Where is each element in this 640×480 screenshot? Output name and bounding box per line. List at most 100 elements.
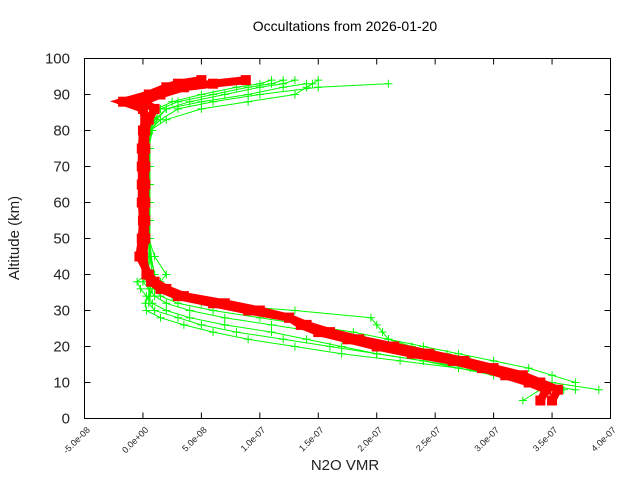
red-square-marker [178,82,189,93]
red-square-marker [140,161,151,172]
red-square-marker [155,89,166,100]
red-profile-line [134,76,564,403]
red-square-marker [500,370,511,381]
x-tick-label: 1.0e-07 [239,425,268,454]
green-plus-marker [279,335,288,344]
green-plus-marker [267,76,276,85]
green-plus-marker [197,90,206,99]
green-plus-marker [244,335,253,344]
green-plus-marker [168,97,177,106]
green-plus-marker [267,328,276,337]
red-square-marker [146,276,157,287]
red-square-marker [284,312,295,323]
red-square-marker [535,377,546,388]
red-square-marker [137,103,148,114]
y-tick-label: 60 [53,195,70,212]
red-square-marker [173,291,184,302]
y-tick-label: 10 [53,375,70,392]
green-plus-marker [220,320,229,329]
green-profile-line [149,79,542,401]
red-square-marker [140,215,151,226]
green-plus-marker [209,328,218,337]
y-tick-label: 80 [53,123,70,140]
x-tick-label: 1.5e-07 [297,425,326,454]
red-square-marker [173,78,184,89]
green-plus-marker [314,83,323,92]
red-square-marker [143,114,154,125]
red-square-marker [140,143,151,154]
green-plus-marker [290,90,299,99]
green-plus-marker [162,299,171,308]
green-plus-marker [290,342,299,351]
red-square-marker [118,96,129,107]
y-tick-label: 20 [53,339,70,356]
red-square-marker [459,355,470,366]
green-plus-marker [524,364,533,373]
y-tick-label: 50 [53,231,70,248]
red-square-marker [140,197,151,208]
red-square-marker [143,89,154,100]
y-tick-label: 70 [53,159,70,176]
red-square-marker [552,384,563,395]
green-plus-marker [302,335,311,344]
y-tick-label: 40 [53,267,70,284]
red-square-marker [161,82,172,93]
red-square-marker [155,283,166,294]
red-square-marker [301,319,312,330]
green-plus-marker [150,306,159,315]
green-plus-marker [302,79,311,88]
red-square-marker [243,305,254,316]
green-plus-marker [148,299,157,308]
red-square-marker [137,96,148,107]
green-plus-marker [209,97,218,106]
red-square-marker [196,75,207,86]
chart-title: Occultations from 2026-01-20 [253,18,438,34]
green-plus-marker [267,320,276,329]
x-tick-label: 0.0e+00 [120,425,150,455]
green-plus-marker [290,76,299,85]
red-square-marker [389,341,400,352]
red-square-marker [140,179,151,190]
x-tick-label: 3.5e-07 [531,425,560,454]
green-plus-marker [594,385,603,394]
green-plus-marker [156,313,165,322]
green-plus-marker [378,328,387,337]
x-tick-label: 5.0e-08 [180,425,209,454]
x-tick-label: 4.0e-07 [589,425,618,454]
x-axis-label: N2O VMR [311,457,380,474]
red-square-marker [424,348,435,359]
red-square-marker [324,327,335,338]
red-square-marker [488,363,499,374]
green-plus-marker [197,320,206,329]
green-plus-marker [133,277,142,286]
red-square-marker [240,75,251,86]
green-plus-marker [337,342,346,351]
green-plus-marker [174,313,183,322]
red-square-marker [149,103,160,114]
green-plus-marker [162,306,171,315]
red-square-marker [141,269,152,280]
green-plus-marker [548,371,557,380]
green-plus-marker [220,313,229,322]
red-square-marker [140,125,151,136]
red-square-marker [535,395,546,406]
green-plus-marker [571,378,580,387]
x-tick-label: 3.0e-07 [472,425,501,454]
green-plus-marker [142,306,151,315]
y-axis-label: Altitude (km) [6,196,23,280]
green-plus-marker [518,396,527,405]
green-plus-marker [255,79,264,88]
y-tick-label: 90 [53,87,70,104]
y-tick-label: 0 [62,411,70,428]
green-plus-marker [162,270,171,279]
green-plus-marker [366,313,375,322]
green-plus-marker [314,76,323,85]
green-plus-marker [197,104,206,113]
red-square-marker [208,298,219,309]
red-square-marker [137,251,148,262]
green-plus-marker [244,97,253,106]
green-plus-marker [162,115,171,124]
green-plus-marker [232,328,241,337]
y-tick-label: 100 [45,51,70,68]
